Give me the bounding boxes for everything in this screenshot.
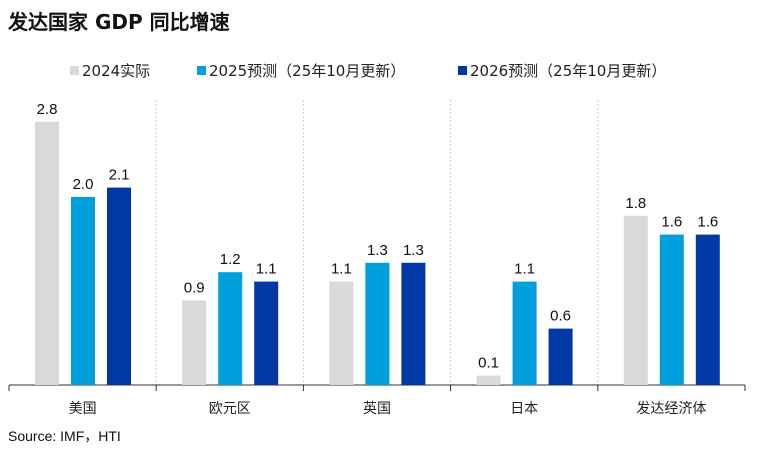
data-label: 1.3	[403, 242, 424, 259]
data-label: 1.1	[331, 261, 352, 278]
x-tick-label: 欧元区	[209, 401, 251, 417]
data-label: 1.6	[697, 214, 718, 231]
source-note: Source: IMF，HTI	[8, 428, 121, 444]
data-label: 1.1	[514, 261, 535, 278]
legend: 2024实际 2025预测（25年10月更新） 2026预测（25年10月更新）	[0, 60, 762, 82]
legend-label: 2024实际	[82, 62, 151, 80]
legend-swatch	[458, 66, 467, 75]
data-label: 0.6	[550, 308, 571, 325]
bar-0-4	[623, 215, 648, 385]
bar-0-1	[182, 300, 207, 385]
x-tick-label: 日本	[510, 401, 538, 417]
bar-0-2	[329, 281, 354, 385]
data-label: 1.3	[367, 242, 388, 259]
x-tick-label: 发达经济体	[636, 401, 706, 417]
bar-2-0	[107, 187, 131, 385]
legend-swatch	[70, 66, 79, 75]
legend-item-2025: 2025预测（25年10月更新）	[197, 60, 405, 81]
data-label: 0.1	[478, 355, 499, 372]
bar-2-1	[254, 281, 279, 385]
x-tick-label: 英国	[363, 400, 391, 417]
data-label: 0.9	[184, 279, 205, 296]
bar-1-0	[71, 197, 95, 385]
legend-item-2024: 2024实际	[70, 60, 150, 81]
bar-2-4	[695, 234, 720, 385]
legend-item-2026: 2026预测（25年10月更新）	[458, 60, 666, 81]
legend-label: 2026预测（25年10月更新）	[470, 62, 667, 80]
bar-1-1	[218, 272, 243, 385]
bar-0-0	[35, 121, 59, 386]
legend-swatch	[197, 66, 206, 75]
bar-2-2	[401, 262, 426, 385]
bar-1-2	[365, 262, 390, 385]
chart-title: 发达国家 GDP 同比增速	[8, 10, 230, 34]
bar-1-3	[512, 281, 537, 385]
bar-1-4	[659, 234, 684, 385]
data-label: 1.2	[220, 251, 241, 268]
data-label: 2.1	[109, 167, 130, 184]
data-label: 2.8	[37, 101, 58, 118]
data-label: 1.1	[256, 261, 277, 278]
bar-0-3	[476, 375, 501, 385]
data-label: 2.0	[73, 176, 94, 193]
data-label: 1.6	[661, 214, 682, 231]
legend-label: 2025预测（25年10月更新）	[209, 62, 406, 80]
data-label: 1.8	[625, 195, 646, 212]
bar-2-3	[548, 328, 573, 385]
x-tick-label: 美国	[69, 401, 97, 417]
